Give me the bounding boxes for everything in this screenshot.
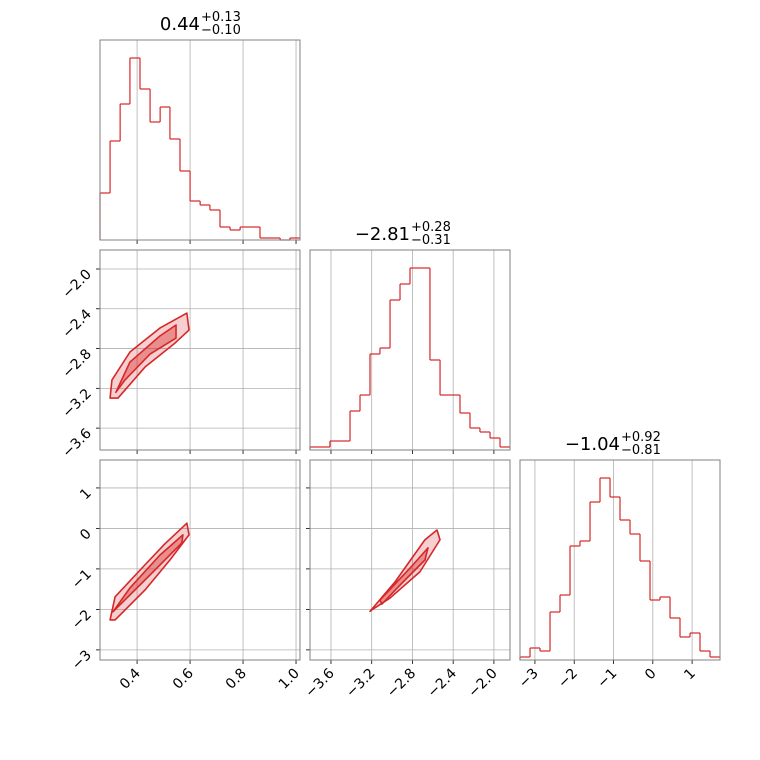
x-tick-label: −3.2	[343, 666, 378, 701]
title-minus: −0.10	[201, 23, 241, 38]
title-plus: +0.92	[621, 430, 661, 445]
y-tick-label: −2.4	[59, 306, 94, 341]
title-minus: −0.81	[621, 443, 661, 458]
x-tick-label: 0.8	[223, 666, 250, 693]
y-tick-label: 0	[77, 526, 95, 544]
y-tick-label: −3.6	[59, 426, 94, 461]
x-tick-label: −2.0	[465, 666, 500, 701]
panel-frame	[99, 459, 301, 661]
title-value: −1.04	[565, 434, 620, 455]
x-tick-label: −2	[555, 666, 581, 692]
title-plus: +0.28	[411, 220, 451, 235]
y-tick-label: 1	[77, 485, 95, 503]
panel-frame	[309, 249, 511, 451]
x-tick-label: 1.0	[276, 666, 303, 693]
x-tick-label: −2.4	[425, 665, 460, 700]
x-tick-label: −3	[516, 666, 542, 692]
title-plus: +0.13	[201, 10, 241, 25]
y-tick-label: −3.2	[59, 386, 94, 421]
y-tick-label: −2.0	[59, 267, 94, 302]
x-tick-label: −2.8	[384, 666, 419, 701]
panel-frame	[519, 459, 721, 661]
panel-frame	[309, 459, 511, 661]
contour	[379, 547, 429, 605]
y-tick-label: −2.8	[59, 346, 94, 381]
x-tick-label: −3.6	[302, 665, 337, 700]
x-tick-label: −1	[594, 666, 620, 692]
y-tick-label: −3	[69, 647, 95, 673]
x-tick-label: 1	[681, 666, 699, 684]
x-tick-label: 0.4	[117, 665, 144, 692]
panel-frame	[99, 39, 301, 241]
title-value: 0.44	[160, 14, 200, 35]
x-tick-label: 0	[642, 666, 660, 684]
y-tick-label: −1	[69, 566, 95, 592]
title-value: −2.81	[355, 224, 410, 245]
x-tick-label: 0.6	[170, 665, 197, 692]
y-tick-label: −2	[69, 607, 95, 633]
contour	[112, 534, 184, 613]
contour	[115, 324, 177, 394]
title-minus: −0.31	[411, 233, 451, 248]
panel-frame	[99, 249, 301, 451]
